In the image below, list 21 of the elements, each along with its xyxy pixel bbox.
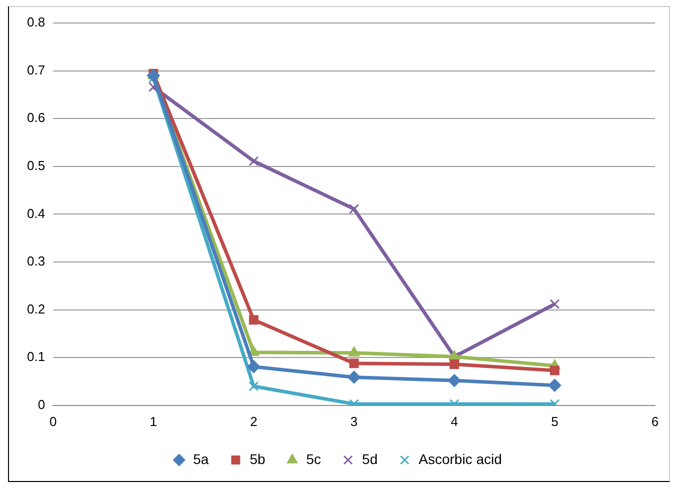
x-tick-label: 6 — [651, 414, 659, 429]
y-tick-label: 0 — [38, 396, 46, 412]
y-tick-label: 0.6 — [26, 110, 46, 126]
x-tick-label: 5 — [551, 414, 558, 429]
x-tick-label: 1 — [150, 414, 158, 429]
y-tick-label: 0.4 — [26, 206, 46, 221]
legend-label: 5b — [250, 450, 266, 467]
legend-label: Ascorbic acid — [418, 450, 502, 467]
y-tick-label: 0.5 — [26, 158, 46, 173]
legend-label: 5a — [193, 450, 209, 467]
legend-label: 5d — [362, 450, 378, 467]
x-tick-label: 0 — [49, 414, 57, 429]
x-tick-label: 3 — [350, 414, 358, 429]
legend-label: 5c — [306, 450, 322, 467]
y-tick-label: 0.1 — [26, 349, 46, 364]
y-tick-label: 0.3 — [26, 254, 46, 269]
y-tick-label: 0.7 — [26, 62, 46, 78]
x-tick-label: 4 — [450, 414, 458, 429]
y-tick-label: 0.8 — [26, 14, 46, 30]
x-tick-label: 2 — [250, 414, 258, 429]
y-tick-label: 0.2 — [26, 301, 46, 316]
